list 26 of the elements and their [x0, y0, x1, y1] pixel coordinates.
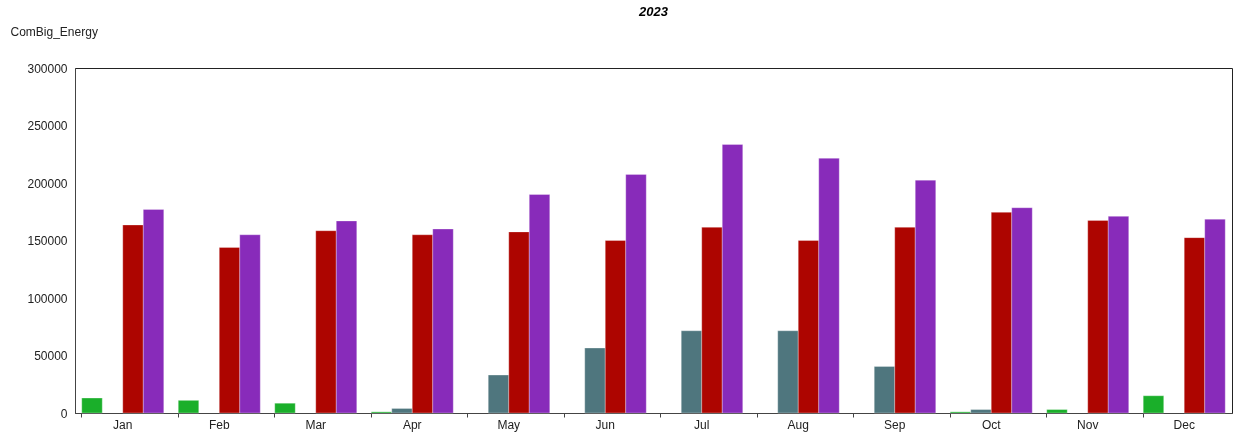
y-tick-label: 0: [60, 406, 68, 421]
y-tick-label: 200000: [27, 176, 68, 191]
x-tick-label: Sep: [884, 417, 906, 432]
chart-title: 2023: [638, 4, 669, 19]
x-tick-label: Aug: [787, 417, 809, 432]
bar: [1046, 409, 1068, 414]
y-tick-label: 300000: [27, 61, 68, 76]
bar: [274, 402, 296, 414]
bar: [178, 400, 200, 414]
bar: [1142, 395, 1164, 414]
x-tick-label: Feb: [208, 417, 230, 432]
x-tick-label: Nov: [1077, 417, 1099, 432]
x-tick-label: Mar: [305, 417, 327, 432]
y-tick-label: 100000: [27, 291, 68, 306]
y-axis-title: ComBig_Energy: [10, 24, 98, 39]
x-tick-label: May: [497, 417, 521, 432]
x-tick-label: Apr: [402, 417, 422, 432]
x-tick-label: Dec: [1173, 417, 1195, 432]
y-tick-label: 150000: [27, 234, 68, 248]
x-tick-label: Jul: [694, 417, 710, 432]
y-tick-label: 250000: [27, 119, 68, 133]
x-tick-label: Jan: [113, 417, 133, 432]
y-tick-label: 50000: [34, 349, 68, 363]
bar: [81, 397, 103, 414]
x-tick-label: Jun: [595, 417, 615, 432]
x-tick-label: Oct: [981, 417, 1002, 432]
